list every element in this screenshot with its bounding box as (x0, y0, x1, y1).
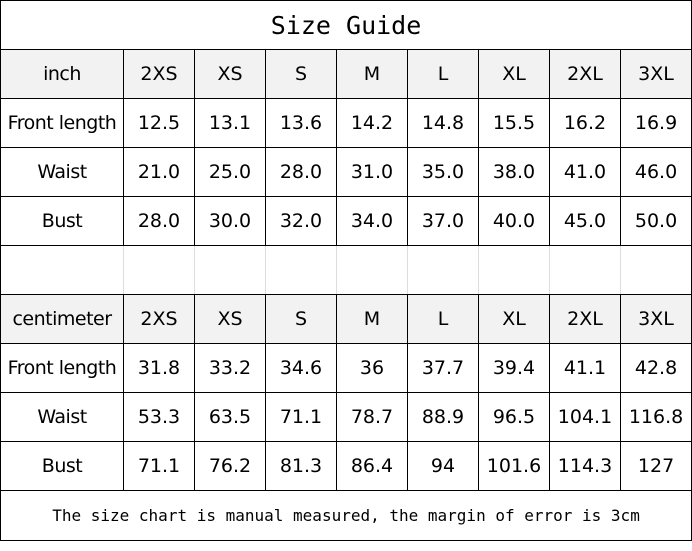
size-cell: 3XL (619, 294, 692, 344)
size-cell: 101.6 (478, 441, 550, 491)
size-cell: 25.0 (194, 147, 266, 197)
size-cell: 50.0 (619, 196, 692, 246)
row-label: Bust (0, 196, 124, 246)
row-label: inch (0, 49, 124, 99)
size-cell: 15.5 (478, 98, 550, 148)
row-label: Bust (0, 441, 124, 491)
size-cell: 12.5 (123, 98, 195, 148)
size-cell: 81.3 (265, 441, 337, 491)
size-cell: 14.8 (407, 98, 479, 148)
size-cell: 88.9 (407, 392, 479, 442)
size-cell: 41.0 (549, 147, 621, 197)
size-cell: 94 (407, 441, 479, 491)
row-label: Waist (0, 392, 124, 442)
size-cell: 45.0 (549, 196, 621, 246)
size-cell: 32.0 (265, 196, 337, 246)
size-cell: 13.1 (194, 98, 266, 148)
size-cell: 14.2 (336, 98, 408, 148)
size-cell: M (336, 49, 408, 99)
size-cell: 3XL (619, 49, 692, 99)
size-cell: 46.0 (619, 147, 692, 197)
row-label: Front length (0, 343, 124, 393)
size-cell: 114.3 (549, 441, 621, 491)
centimeter-header-row: centimeter 2XS XS S M L XL 2XL 3XL (0, 294, 692, 344)
size-cell (336, 245, 408, 295)
footer-note: The size chart is manual measured, the m… (0, 490, 692, 541)
centimeter-table-row: Bust 71.1 76.2 81.3 86.4 94 101.6 114.3 127 (0, 441, 692, 491)
size-cell: 78.7 (336, 392, 408, 442)
size-cell: 76.2 (194, 441, 266, 491)
inch-table-row: Bust 28.0 30.0 32.0 34.0 37.0 40.0 45.0 50.0 (0, 196, 692, 246)
size-cell: 116.8 (619, 392, 692, 442)
size-cell (194, 245, 266, 295)
row-label: Waist (0, 147, 124, 197)
size-cell: 86.4 (336, 441, 408, 491)
size-cell: 104.1 (549, 392, 621, 442)
size-cell: 28.0 (265, 147, 337, 197)
size-cell: 63.5 (194, 392, 266, 442)
size-cell: 31.0 (336, 147, 408, 197)
size-cell: 53.3 (123, 392, 195, 442)
inch-table-row: Waist 21.0 25.0 28.0 31.0 35.0 38.0 41.0 46.0 (0, 147, 692, 197)
size-cell: 127 (619, 441, 692, 491)
centimeter-table-row: Waist 53.3 63.5 71.1 78.7 88.9 96.5 104.1 116.8 (0, 392, 692, 442)
size-cell (407, 245, 479, 295)
row-label: Front length (0, 98, 124, 148)
size-cell: 30.0 (194, 196, 266, 246)
size-cell: XS (194, 294, 266, 344)
size-cell: 34.0 (336, 196, 408, 246)
size-cell: 16.9 (619, 98, 692, 148)
size-cell: 2XS (123, 294, 195, 344)
footer-row: The size chart is manual measured, the m… (0, 490, 692, 541)
size-cell: 2XL (549, 294, 621, 344)
size-cell (265, 245, 337, 295)
size-cell: 2XS (123, 49, 195, 99)
size-cell: 37.0 (407, 196, 479, 246)
size-cell: 13.6 (265, 98, 337, 148)
size-cell: 37.7 (407, 343, 479, 393)
size-cell: 36 (336, 343, 408, 393)
size-cell: XS (194, 49, 266, 99)
size-cell: 71.1 (265, 392, 337, 442)
title-row: Size Guide (0, 0, 692, 50)
size-cell: S (265, 294, 337, 344)
size-cell: XL (478, 294, 550, 344)
spacer-row (0, 245, 692, 295)
size-cell: 33.2 (194, 343, 266, 393)
size-cell (549, 245, 621, 295)
size-guide-title: Size Guide (0, 0, 692, 50)
size-cell: 31.8 (123, 343, 195, 393)
size-cell: 42.8 (619, 343, 692, 393)
size-cell: L (407, 294, 479, 344)
size-cell: 41.1 (549, 343, 621, 393)
size-cell: 16.2 (549, 98, 621, 148)
size-cell: M (336, 294, 408, 344)
size-cell (619, 245, 692, 295)
size-cell: 38.0 (478, 147, 550, 197)
size-cell: 40.0 (478, 196, 550, 246)
size-cell: 39.4 (478, 343, 550, 393)
size-cell: 35.0 (407, 147, 479, 197)
inch-table-row: Front length 12.5 13.1 13.6 14.2 14.8 15.5 16.2… (0, 98, 692, 148)
size-cell: 96.5 (478, 392, 550, 442)
size-cell: L (407, 49, 479, 99)
size-cell: 34.6 (265, 343, 337, 393)
size-cell: 21.0 (123, 147, 195, 197)
centimeter-table-row: Front length 31.8 33.2 34.6 36 37.7 39.4 41.1 42… (0, 343, 692, 393)
size-cell (123, 245, 195, 295)
size-cell: XL (478, 49, 550, 99)
size-cell: 2XL (549, 49, 621, 99)
size-cell: 71.1 (123, 441, 195, 491)
size-cell: S (265, 49, 337, 99)
size-cell (478, 245, 550, 295)
size-cell: 28.0 (123, 196, 195, 246)
inch-header-row: inch 2XS XS S M L XL 2XL 3XL (0, 49, 692, 99)
row-label (0, 245, 124, 295)
row-label: centimeter (0, 294, 124, 344)
